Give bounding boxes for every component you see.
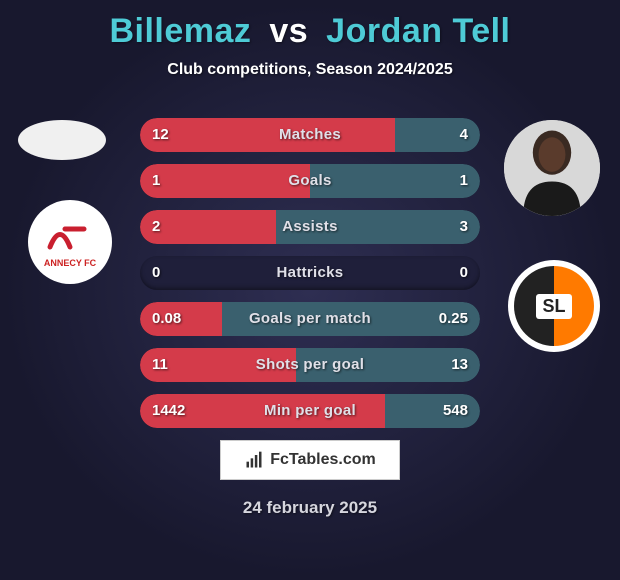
stat-value-player2: 548 [443,394,468,428]
annecy-logo-icon [40,217,100,257]
stat-label: Hattricks [140,256,480,290]
stat-value-player2: 4 [460,118,468,152]
brand-badge: FcTables.com [220,440,400,480]
club-left-label: ANNECY FC [40,259,100,268]
stat-value-player1: 1442 [152,394,185,428]
stat-value-player1: 2 [152,210,160,244]
player2-club-badge: SL [508,260,600,352]
stat-value-player2: 13 [451,348,468,382]
stat-value-player1: 11 [152,348,168,382]
stat-row: Goals per match0.08 0.25 [140,302,480,336]
player1-avatar [18,120,106,160]
stat-row: Min per goal1442 548 [140,394,480,428]
stat-value-player1: 12 [152,118,169,152]
stat-value-player1: 1 [152,164,160,198]
stat-row: Hattricks0 0 [140,256,480,290]
player2-name: Jordan Tell [326,12,510,50]
season-subtitle: Club competitions, Season 2024/2025 [0,61,620,79]
player-silhouette-icon [504,120,600,216]
stat-value-player1: 0.08 [152,302,181,336]
stat-value-player2: 1 [460,164,468,198]
stat-label: Assists [140,210,480,244]
chart-icon [244,450,264,470]
stat-value-player2: 3 [460,210,468,244]
stats-container: Matches124Goals11Assists23Hattricks00Goa… [140,118,480,440]
stat-value-player2: 0 [460,256,468,290]
footer-date: 24 february 2025 [0,498,620,518]
stat-row: Assists2 3 [140,210,480,244]
stat-row: Matches12 4 [140,118,480,152]
stat-row: Shots per goal11 13 [140,348,480,382]
player1-club-badge: ANNECY FC [28,200,112,284]
versus-text: vs [269,12,308,50]
comparison-title: Billemaz vs Jordan Tell [0,0,620,51]
player2-avatar [504,120,600,216]
stat-value-player2: 0.25 [439,302,468,336]
stat-label: Shots per goal [140,348,480,382]
stat-row: Goals1 1 [140,164,480,198]
brand-text: FcTables.com [270,451,376,469]
club-right-label: SL [536,294,571,319]
player1-name: Billemaz [109,12,251,50]
stat-label: Goals [140,164,480,198]
stat-label: Min per goal [140,394,480,428]
stat-value-player1: 0 [152,256,160,290]
stat-label: Goals per match [140,302,480,336]
stat-label: Matches [140,118,480,152]
